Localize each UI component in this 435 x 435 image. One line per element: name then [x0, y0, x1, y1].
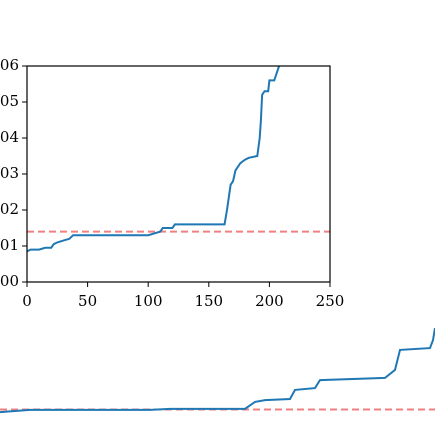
data-line [27, 65, 281, 253]
y-tick-label: 0.05 [0, 92, 19, 110]
x-tick-label: 0 [22, 292, 32, 310]
y-tick-label: 0.06 [0, 56, 19, 74]
y-tick-label: 0.03 [0, 164, 19, 182]
x-tick-label: 150 [194, 292, 223, 310]
data-line [0, 327, 435, 414]
y-tick-label: 0.04 [0, 128, 19, 146]
x-tick-label: 200 [255, 292, 284, 310]
axes-frame [26, 65, 331, 283]
x-tick-label: 250 [316, 292, 345, 310]
x-tick-label: 50 [78, 292, 97, 310]
y-tick-label: 0.01 [0, 236, 19, 254]
x-tick-label: 100 [134, 292, 163, 310]
y-tick-label: 0.00 [0, 272, 19, 290]
y-tick-label: 0.02 [0, 200, 19, 218]
